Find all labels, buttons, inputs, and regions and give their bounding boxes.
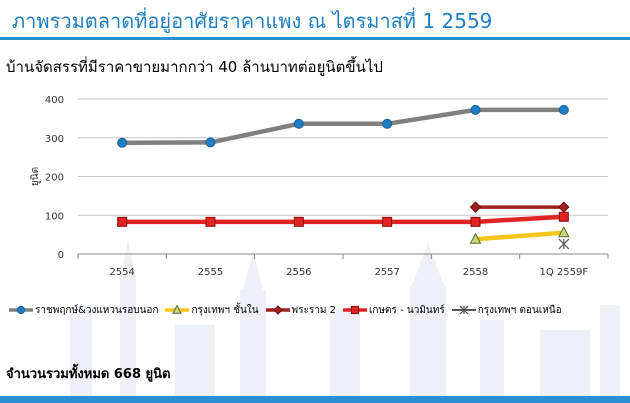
- series-line: [119, 107, 567, 146]
- line-chart: 0 100 200 300 400 2554 2555 2556 2557 2558 1Q 2559…: [30, 95, 609, 278]
- data-point: [117, 216, 128, 227]
- y-tick-label: 300: [45, 134, 64, 145]
- data-point: [205, 137, 216, 148]
- data-point: [117, 137, 128, 148]
- gridlines: [78, 98, 608, 216]
- data-point: [205, 216, 216, 227]
- axes: 0 100 200 300 400 2554 2555 2556 2557 2558 1Q 2559…: [45, 95, 609, 278]
- title-divider: [0, 37, 630, 40]
- legend-item: ราชพฤกษ์&วงแหวนรอบนอก: [8, 303, 158, 318]
- x-tick-label: 2557: [374, 267, 399, 278]
- legend-swatch: [451, 305, 476, 315]
- x-tick-label: 2554: [109, 267, 134, 278]
- data-point: [470, 216, 481, 227]
- x-tick-label: 2558: [463, 267, 488, 278]
- legend-label: กรุงเทพฯ ตอนเหนือ: [477, 304, 562, 316]
- legend-marker: [172, 304, 183, 314]
- data-point: [558, 201, 570, 213]
- data-point: [293, 118, 304, 129]
- data-point: [382, 216, 393, 227]
- chart-subtitle: บ้านจัดสรรที่มีราคาขายมากกว่า 40 ล้านบาท…: [6, 58, 383, 76]
- legend-label: กรุงเทพฯ ชั้นใน: [191, 304, 259, 316]
- legend-item: กรุงเทพฯ ชั้นใน: [164, 303, 259, 318]
- legend-swatch: [9, 305, 33, 315]
- legend-marker: [16, 305, 26, 315]
- data-point: [469, 232, 482, 244]
- legend-swatch: [265, 305, 290, 315]
- data-point: [558, 226, 570, 238]
- series-lines: [117, 104, 570, 250]
- legend-item: เกษตร - นวมินทร์: [342, 303, 445, 318]
- x-tick-label: 1Q 2559F: [540, 267, 589, 278]
- series-line: [473, 230, 567, 242]
- y-tick-label: 0: [58, 250, 64, 261]
- legend-marker: [272, 305, 283, 315]
- data-point: [382, 118, 393, 129]
- legend-item: พระราม 2: [265, 303, 336, 318]
- x-tick-label: 2556: [286, 267, 311, 278]
- chart-legend: ราชพฤกษ์&วงแหวนรอบนอก กรุงเทพฯ ชั้นใน พระร…: [8, 302, 626, 318]
- data-point: [558, 104, 569, 115]
- x-tick-label: 2555: [198, 267, 223, 278]
- legend-label: เกษตร - นวมินทร์: [368, 304, 445, 316]
- data-point: [558, 211, 569, 222]
- data-point: [293, 216, 304, 227]
- series-line: [119, 214, 567, 225]
- data-point: [558, 238, 570, 250]
- y-tick-label: 200: [45, 173, 64, 184]
- data-point: [470, 104, 481, 115]
- y-tick-label: 400: [45, 95, 64, 106]
- legend-item: กรุงเทพฯ ตอนเหนือ: [451, 303, 562, 318]
- legend-swatch: [165, 304, 190, 314]
- legend-swatch: [342, 305, 367, 315]
- legend-label: ราชพฤกษ์&วงแหวนรอบนอก: [35, 304, 159, 316]
- data-point: [469, 201, 482, 213]
- y-axis-label: ยูนิต: [30, 167, 41, 186]
- legend-label: พระราม 2: [291, 304, 336, 316]
- y-tick-label: 100: [45, 211, 64, 222]
- total-units-label: จำนวนรวมทั้งหมด 668 ยูนิต: [6, 367, 171, 382]
- bottom-accent-bar: [0, 396, 630, 403]
- legend-marker: [350, 305, 360, 315]
- legend-marker: [459, 305, 469, 315]
- page-title: ภาพรวมตลาดที่อยู่อาศัยราคาแพง ณ ไตรมาสที…: [12, 9, 493, 33]
